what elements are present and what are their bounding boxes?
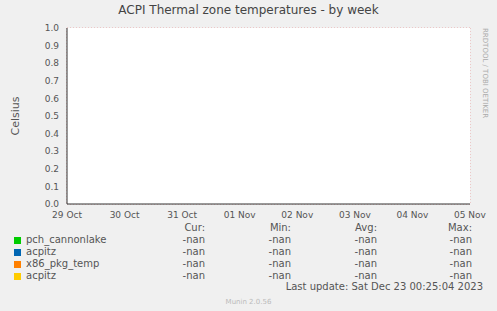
svg-text:1.0: 1.0 (45, 23, 60, 33)
html-text:-nan: -nan (182, 270, 205, 281)
svg-text:29 Oct: 29 Oct (52, 210, 82, 220)
svg-text:0.3: 0.3 (45, 146, 59, 156)
html-text:-nan: -nan (449, 234, 472, 245)
svg-text:0.8: 0.8 (45, 58, 60, 68)
svg-text:05 Nov: 05 Nov (454, 210, 487, 220)
html-text:Munin 2.0.56: Munin 2.0.56 (225, 298, 272, 306)
html-text:Last update: Sat Dec 23 00:25:: Last update: Sat Dec 23 00:25:04 2023 (285, 281, 483, 292)
svg-text:02 Nov: 02 Nov (281, 210, 314, 220)
html-text:-nan: -nan (268, 270, 291, 281)
svg-text:0.0: 0.0 (45, 199, 60, 209)
html-text:-nan: -nan (268, 234, 291, 245)
html-text:acpitz: acpitz (26, 246, 56, 257)
html-text:Avg:: Avg: (355, 222, 377, 233)
html-text:-nan: -nan (449, 246, 472, 257)
html-text:-nan: -nan (182, 234, 205, 245)
svg-text:0.1: 0.1 (45, 182, 59, 192)
html-text:-nan: -nan (182, 258, 205, 269)
svg-text:01 Nov: 01 Nov (224, 210, 257, 220)
svg-text:0.9: 0.9 (45, 41, 60, 51)
html-text:-nan: -nan (182, 246, 205, 257)
html-text:-nan: -nan (354, 246, 377, 257)
html-text:-nan: -nan (354, 258, 377, 269)
html-text:x86_pkg_temp: x86_pkg_temp (26, 258, 100, 269)
html-text:-nan: -nan (449, 258, 472, 269)
html-text:acpitz: acpitz (26, 270, 56, 281)
html-text:-nan: -nan (354, 270, 377, 281)
svg-text:30 Oct: 30 Oct (110, 210, 140, 220)
html-text:pch_cannonlake: pch_cannonlake (26, 234, 107, 245)
svg-text:03 Nov: 03 Nov (339, 210, 372, 220)
html-text:-nan: -nan (268, 246, 291, 257)
svg-text:0.4: 0.4 (45, 129, 60, 139)
html-text:Celsius: Celsius (8, 96, 22, 136)
svg-text:04 Nov: 04 Nov (396, 210, 429, 220)
svg-text:0.7: 0.7 (45, 76, 59, 86)
svg-text:0.6: 0.6 (45, 94, 60, 104)
html-text:-nan: -nan (268, 258, 291, 269)
svg-text:0.5: 0.5 (45, 111, 59, 121)
html-text:ACPI Thermal zone temperatures: ACPI Thermal zone temperatures - by week (118, 3, 379, 17)
html-text:RRDTOOL / TOBI OETIKER: RRDTOOL / TOBI OETIKER (481, 28, 489, 119)
html-text:-nan: -nan (354, 234, 377, 245)
html-text:-nan: -nan (449, 270, 472, 281)
svg-text:31 Oct: 31 Oct (167, 210, 197, 220)
svg-text:0.2: 0.2 (45, 164, 59, 174)
html-text:Max:: Max: (448, 222, 472, 233)
html-text:Cur:: Cur: (184, 222, 205, 233)
html-text:Min:: Min: (269, 222, 291, 233)
